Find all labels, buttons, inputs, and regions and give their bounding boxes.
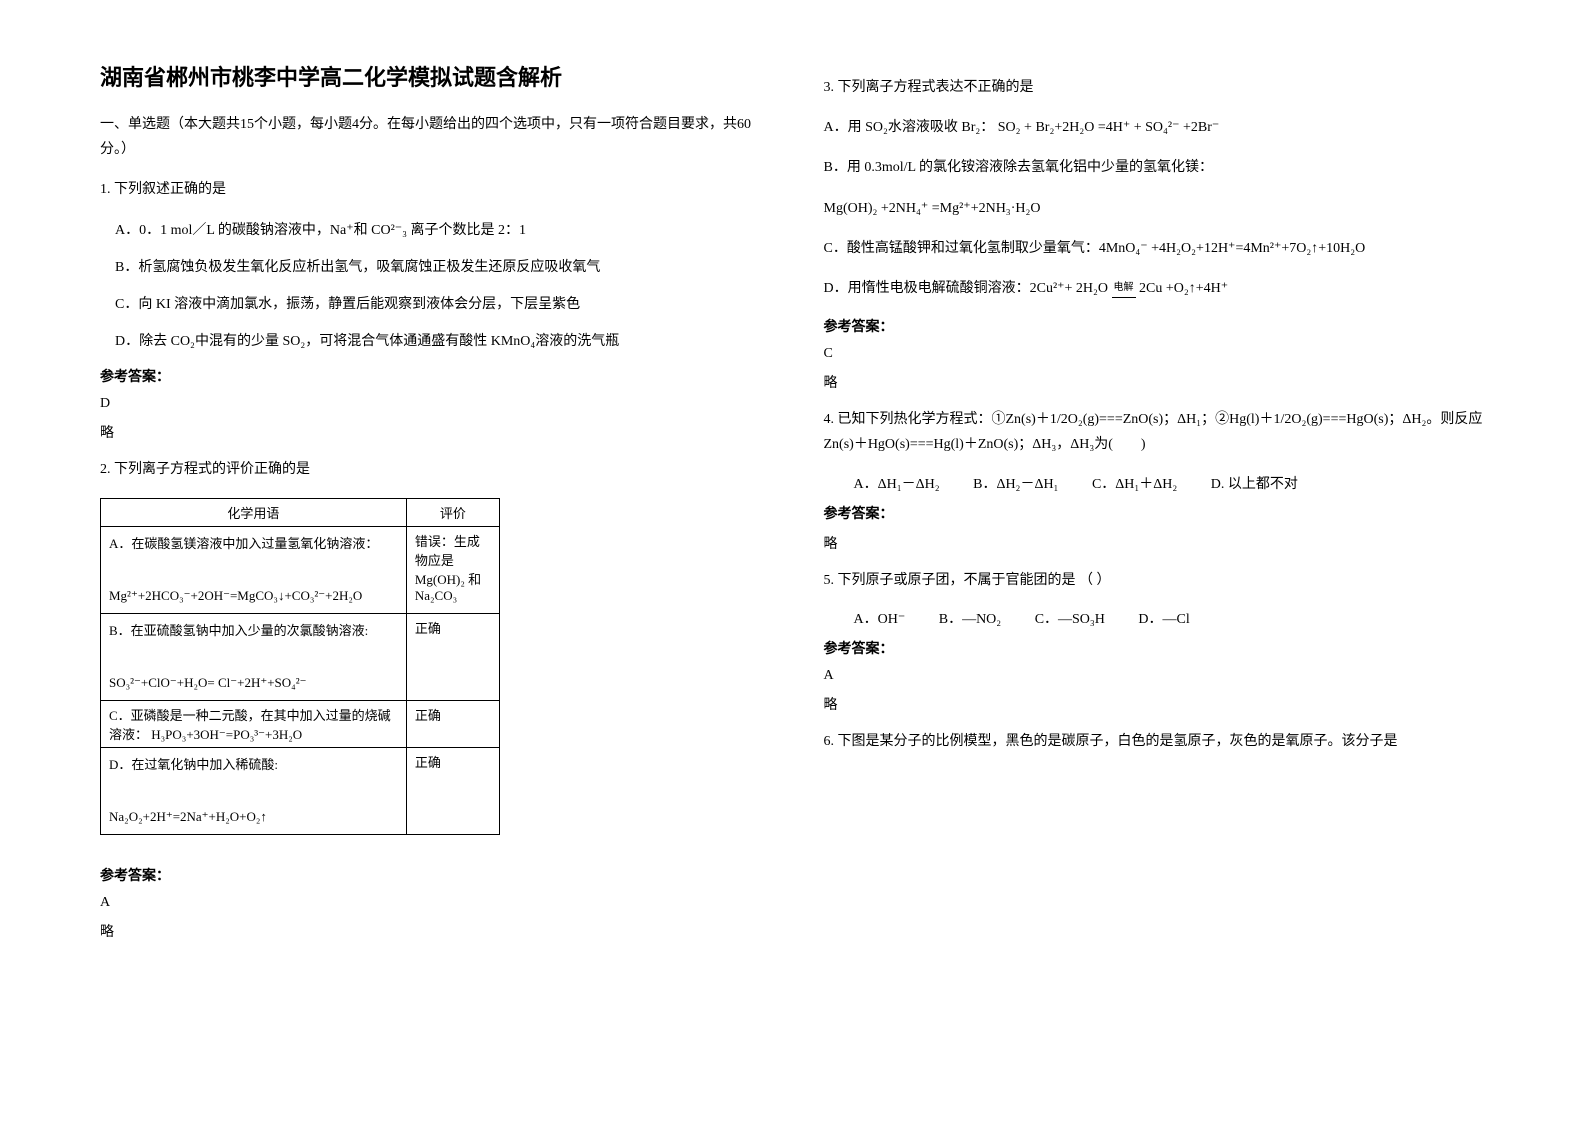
q5-option-a: A．OH⁻ <box>854 612 906 627</box>
q3-answer: C <box>824 346 1488 362</box>
table-row: A．在碳酸氢镁溶液中加入过量氢氧化钠溶液： Mg²⁺+2HCO₃⁻+2OH⁻=M… <box>101 526 500 613</box>
q3-note: 略 <box>824 372 1488 392</box>
document-title: 湖南省郴州市桃李中学高二化学模拟试题含解析 <box>100 60 764 92</box>
q2-cell: 正确 <box>406 613 499 700</box>
q2-cell: D．在过氧化钠中加入稀硫酸: Na₂O₂+2H⁺=2Na⁺+H₂O+O₂↑ <box>101 747 407 834</box>
q5-option-b: B．—NO₂ <box>939 612 1001 627</box>
q4-note: 略 <box>824 533 1488 553</box>
q2-answer-label: 参考答案： <box>100 865 764 885</box>
section-1-heading: 一、单选题（本大题共15个小题，每小题4分。在每小题给出的四个选项中，只有一项符… <box>100 112 764 162</box>
q5-answer: A <box>824 668 1488 684</box>
q3-option-d-prefix: D．用惰性电极电解硫酸铜溶液：2Cu²⁺+ 2H₂O <box>824 281 1112 296</box>
q4-options: A．ΔH₁－ΔH₂ B．ΔH₂－ΔH₁ C．ΔH₁＋ΔH₂ D. 以上都不对 <box>854 473 1488 493</box>
q5-option-d: D．—Cl <box>1138 612 1189 627</box>
q1-option-a: A．0．1 mol／L 的碳酸钠溶液中，Na⁺和 CO²⁻₃ 离子个数比是 2：… <box>115 218 764 243</box>
q2-stem: 2. 下列离子方程式的评价正确的是 <box>100 457 764 482</box>
left-column: 湖南省郴州市桃李中学高二化学模拟试题含解析 一、单选题（本大题共15个小题，每小… <box>100 60 794 1062</box>
q3-option-b: B．用 0.3mol/L 的氯化铵溶液除去氢氧化铝中少量的氢氧化镁： <box>824 155 1488 180</box>
q2-cell: A．在碳酸氢镁溶液中加入过量氢氧化钠溶液： Mg²⁺+2HCO₃⁻+2OH⁻=M… <box>101 526 407 613</box>
q4-option-d: D. 以上都不对 <box>1211 477 1298 492</box>
q2-cell: B．在亚硫酸氢钠中加入少量的次氯酸钠溶液: SO₃²⁻+ClO⁻+H₂O= Cl… <box>101 613 407 700</box>
q1-option-b: B．析氢腐蚀负极发生氧化反应析出氢气，吸氧腐蚀正极发生还原反应吸收氧气 <box>115 255 764 280</box>
q1-note: 略 <box>100 422 764 442</box>
q2-cell: 正确 <box>406 747 499 834</box>
electrolysis-symbol: 电解 <box>1112 279 1136 298</box>
q1-answer: D <box>100 396 764 412</box>
q4-option-a: A．ΔH₁－ΔH₂ <box>854 477 940 492</box>
q2-cell: 错误：生成物应是Mg(OH)₂ 和Na₂CO₃ <box>406 526 499 613</box>
q1-stem: 1. 下列叙述正确的是 <box>100 177 764 202</box>
q2-answer: A <box>100 895 764 911</box>
q3-option-c: C．酸性高锰酸钾和过氧化氢制取少量氧气：4MnO₄⁻ +4H₂O₂+12H⁺=4… <box>824 236 1488 261</box>
q2-cell: C．亚磷酸是一种二元酸，在其中加入过量的烧碱溶液： H₃PO₃+3OH⁻=PO₃… <box>101 700 407 747</box>
q1-answer-label: 参考答案： <box>100 366 764 386</box>
q1-option-d: D．除去 CO₂中混有的少量 SO₂，可将混合气体通通盛有酸性 KMnO₄溶液的… <box>115 329 764 354</box>
q2-header-1: 评价 <box>406 498 499 526</box>
q3-option-a: A．用 SO₂水溶液吸收 Br₂： SO₂ + Br₂+2H₂O =4H⁺ + … <box>824 115 1488 140</box>
q3-option-b2: Mg(OH)₂ +2NH₄⁺ =Mg²⁺+2NH₃·H₂O <box>824 196 1488 221</box>
table-row: D．在过氧化钠中加入稀硫酸: Na₂O₂+2H⁺=2Na⁺+H₂O+O₂↑ 正确 <box>101 747 500 834</box>
table-row: B．在亚硫酸氢钠中加入少量的次氯酸钠溶液: SO₃²⁻+ClO⁻+H₂O= Cl… <box>101 613 500 700</box>
q5-options: A．OH⁻ B．—NO₂ C．—SO₃H D．—Cl <box>854 608 1488 628</box>
q5-note: 略 <box>824 694 1488 714</box>
q4-answer-label: 参考答案： <box>824 503 1488 523</box>
q5-stem: 5. 下列原子或原子团，不属于官能团的是 （ ） <box>824 568 1488 593</box>
q4-stem: 4. 已知下列热化学方程式：①Zn(s)＋1/2O₂(g)===ZnO(s)；Δ… <box>824 407 1488 457</box>
q5-answer-label: 参考答案： <box>824 638 1488 658</box>
q4-option-c: C．ΔH₁＋ΔH₂ <box>1092 477 1177 492</box>
q1-option-c: C．向 KI 溶液中滴加氯水，振荡，静置后能观察到液体会分层，下层呈紫色 <box>115 292 764 317</box>
right-column: 3. 下列离子方程式表达不正确的是 A．用 SO₂水溶液吸收 Br₂： SO₂ … <box>794 60 1488 1062</box>
q5-option-c: C．—SO₃H <box>1035 612 1105 627</box>
q3-option-d: D．用惰性电极电解硫酸铜溶液：2Cu²⁺+ 2H₂O 电解 2Cu +O₂↑+4… <box>824 276 1488 301</box>
q2-cell: 正确 <box>406 700 499 747</box>
q6-stem: 6. 下图是某分子的比例模型，黑色的是碳原子，白色的是氢原子，灰色的是氧原子。该… <box>824 729 1488 754</box>
q3-answer-label: 参考答案： <box>824 316 1488 336</box>
q2-note: 略 <box>100 921 764 941</box>
table-row: C．亚磷酸是一种二元酸，在其中加入过量的烧碱溶液： H₃PO₃+3OH⁻=PO₃… <box>101 700 500 747</box>
q3-stem: 3. 下列离子方程式表达不正确的是 <box>824 75 1488 100</box>
q2-table: 化学用语 评价 A．在碳酸氢镁溶液中加入过量氢氧化钠溶液： Mg²⁺+2HCO₃… <box>100 498 500 835</box>
q4-option-b: B．ΔH₂－ΔH₁ <box>973 477 1058 492</box>
q3-option-d-suffix: 2Cu +O₂↑+4H⁺ <box>1136 281 1229 296</box>
q2-header-0: 化学用语 <box>101 498 407 526</box>
